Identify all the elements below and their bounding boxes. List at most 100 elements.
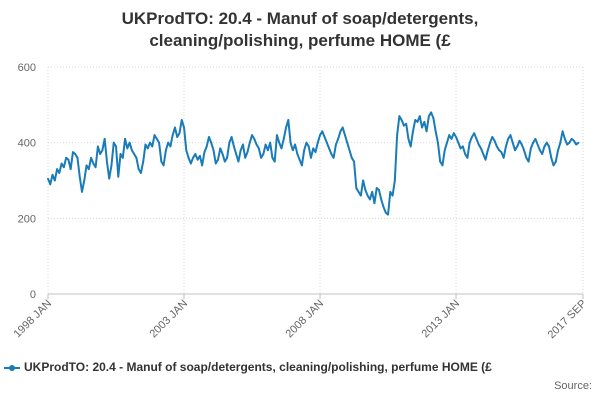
data-point[interactable] <box>498 149 501 152</box>
data-point[interactable] <box>53 179 56 182</box>
data-point[interactable] <box>126 147 129 150</box>
data-point[interactable] <box>337 137 340 140</box>
data-point[interactable] <box>269 141 272 144</box>
data-point[interactable] <box>457 141 460 144</box>
data-point[interactable] <box>60 162 63 165</box>
data-point[interactable] <box>482 153 485 155</box>
data-point[interactable] <box>119 153 122 155</box>
data-point[interactable] <box>162 164 165 167</box>
data-point[interactable] <box>248 141 251 144</box>
data-point[interactable] <box>273 160 276 163</box>
data-point[interactable] <box>514 149 516 152</box>
data-point[interactable] <box>294 143 296 146</box>
data-point[interactable] <box>378 189 380 191</box>
data-point[interactable] <box>65 156 68 159</box>
data-point[interactable] <box>117 175 120 178</box>
data-point[interactable] <box>201 164 204 167</box>
data-point[interactable] <box>466 156 469 159</box>
data-point[interactable] <box>180 119 183 121</box>
data-point[interactable] <box>67 158 70 161</box>
data-point[interactable] <box>500 151 503 154</box>
data-point[interactable] <box>384 211 387 214</box>
data-point[interactable] <box>266 149 269 152</box>
data-point[interactable] <box>403 124 405 127</box>
data-point[interactable] <box>246 151 249 154</box>
data-point[interactable] <box>493 139 496 142</box>
data-point[interactable] <box>509 134 512 137</box>
data-point[interactable] <box>409 145 412 148</box>
data-point[interactable] <box>346 141 349 144</box>
data-point[interactable] <box>425 130 428 133</box>
data-point[interactable] <box>232 145 235 148</box>
data-point[interactable] <box>328 147 330 150</box>
data-point[interactable] <box>389 190 392 193</box>
data-point[interactable] <box>446 141 448 144</box>
data-point[interactable] <box>271 156 274 159</box>
data-point[interactable] <box>396 134 399 137</box>
data-point[interactable] <box>221 153 224 155</box>
data-point[interactable] <box>362 179 365 182</box>
data-point[interactable] <box>407 137 410 140</box>
data-point[interactable] <box>312 147 315 150</box>
data-point[interactable] <box>76 156 79 159</box>
data-point[interactable] <box>223 160 226 163</box>
data-point[interactable] <box>158 141 160 144</box>
data-point[interactable] <box>332 156 335 159</box>
data-point[interactable] <box>203 151 206 154</box>
data-point[interactable] <box>529 147 532 150</box>
data-point[interactable] <box>219 147 222 150</box>
data-point[interactable] <box>112 141 115 144</box>
data-point[interactable] <box>325 141 328 144</box>
data-point[interactable] <box>185 149 188 152</box>
data-point[interactable] <box>461 145 464 148</box>
data-point[interactable] <box>49 183 52 186</box>
data-point[interactable] <box>523 149 525 152</box>
data-point[interactable] <box>151 145 154 148</box>
data-point[interactable] <box>434 130 437 133</box>
data-point[interactable] <box>124 137 126 140</box>
data-point[interactable] <box>235 153 238 155</box>
data-point[interactable] <box>536 143 539 146</box>
data-point[interactable] <box>543 145 546 148</box>
data-point[interactable] <box>323 136 326 138</box>
data-point[interactable] <box>541 153 544 155</box>
data-point[interactable] <box>491 136 494 138</box>
data-point[interactable] <box>72 151 74 154</box>
data-point[interactable] <box>459 147 462 150</box>
data-point[interactable] <box>194 153 197 155</box>
data-point[interactable] <box>149 141 151 144</box>
data-point[interactable] <box>128 141 131 144</box>
data-point[interactable] <box>146 147 149 150</box>
data-point[interactable] <box>387 213 389 216</box>
data-point[interactable] <box>375 187 378 189</box>
data-point[interactable] <box>414 119 417 121</box>
data-point[interactable] <box>205 145 208 148</box>
data-point[interactable] <box>144 143 147 146</box>
data-point[interactable] <box>382 206 385 208</box>
data-point[interactable] <box>391 194 394 197</box>
data-point[interactable] <box>534 137 537 140</box>
data-point[interactable] <box>393 179 396 182</box>
data-point[interactable] <box>570 137 573 140</box>
data-point[interactable] <box>563 137 566 140</box>
data-point[interactable] <box>174 126 176 129</box>
data-point[interactable] <box>296 153 299 155</box>
data-point[interactable] <box>437 141 439 144</box>
data-point[interactable] <box>464 153 467 155</box>
data-point[interactable] <box>160 160 163 163</box>
data-point[interactable] <box>280 147 283 150</box>
data-point[interactable] <box>137 168 140 171</box>
data-point[interactable] <box>353 160 355 163</box>
data-point[interactable] <box>369 198 371 201</box>
data-point[interactable] <box>298 158 301 161</box>
data-point[interactable] <box>502 156 505 159</box>
data-point[interactable] <box>167 141 170 144</box>
data-point[interactable] <box>81 190 83 193</box>
data-point[interactable] <box>339 130 342 133</box>
data-point[interactable] <box>212 149 215 152</box>
data-point[interactable] <box>92 162 95 165</box>
data-point[interactable] <box>108 177 111 180</box>
data-point[interactable] <box>103 137 106 140</box>
data-point[interactable] <box>545 141 548 144</box>
data-point[interactable] <box>559 141 562 144</box>
